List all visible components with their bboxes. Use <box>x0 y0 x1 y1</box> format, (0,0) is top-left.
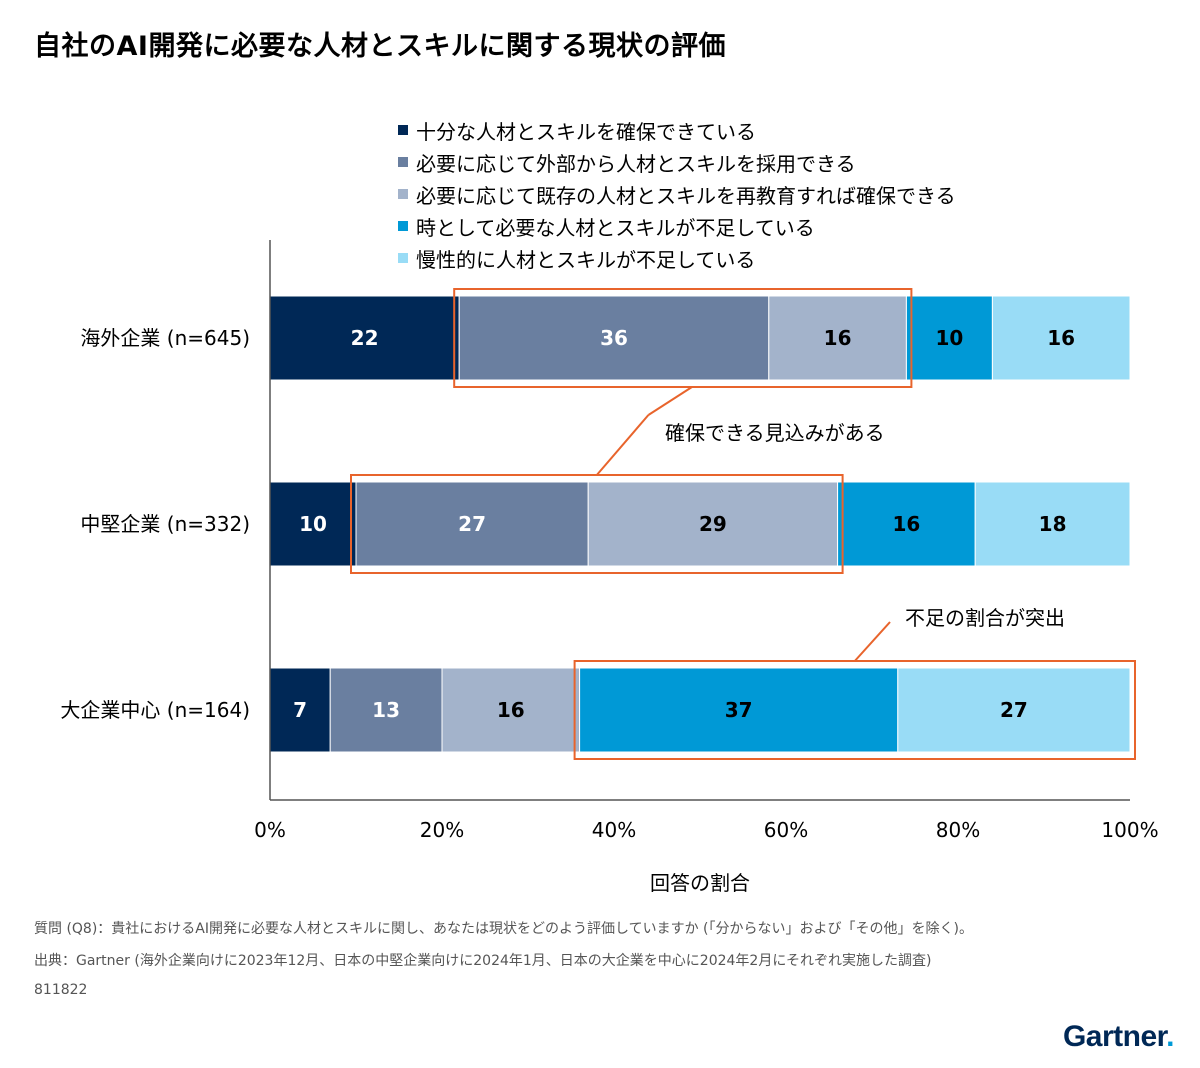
gartner-logo: Gartner. <box>1062 1020 1175 1054</box>
source-note: 出典：Gartner (海外企業向けに2023年12月、日本の中堅企業向けに20… <box>34 953 932 969</box>
legend-label: 必要に応じて既存の人材とスキルを再教育すれば確保できる <box>416 183 956 208</box>
survey-question-note: 質問 (Q8)：貴社におけるAI開発に必要な人材とスキルに関し、あなたは現状をど… <box>34 921 973 937</box>
chart-title: 自社のAI開発に必要な人材とスキルに関する現状の評価 <box>34 31 726 62</box>
data-label: 16 <box>892 512 920 536</box>
legend-swatch <box>398 221 408 231</box>
data-label: 13 <box>372 698 400 722</box>
data-label: 16 <box>497 698 525 722</box>
legend-label: 必要に応じて外部から人材とスキルを採用できる <box>416 151 856 176</box>
legend-swatch <box>398 189 408 199</box>
data-label: 37 <box>725 698 753 722</box>
bar-segment <box>579 667 899 753</box>
x-tick-label: 80% <box>936 818 980 842</box>
x-tick-label: 60% <box>764 818 808 842</box>
bar-segment <box>441 667 581 753</box>
legend-swatch <box>398 253 408 263</box>
legend-item: 必要に応じて外部から人材とスキルを採用できる <box>398 146 956 178</box>
x-tick-label: 40% <box>592 818 636 842</box>
x-tick-label: 20% <box>420 818 464 842</box>
bar-segment <box>905 295 993 381</box>
x-tick-label: 0% <box>254 818 286 842</box>
data-label: 22 <box>351 326 379 350</box>
annotation-leader-line <box>596 414 650 476</box>
legend-item: 必要に応じて既存の人材とスキルを再教育すれば確保できる <box>398 178 956 210</box>
x-axis-label: 回答の割合 <box>650 871 750 895</box>
bar-segment <box>355 481 589 567</box>
bar-segment <box>897 667 1131 753</box>
legend-swatch <box>398 157 408 167</box>
legend-item: 慢性的に人材とスキルが不足している <box>398 242 956 274</box>
data-label: 36 <box>600 326 628 350</box>
bar-segment <box>458 295 770 381</box>
data-label: 10 <box>935 326 963 350</box>
document-id: 811822 <box>34 982 88 998</box>
stacked-bar-chart: 22 36 16 10 16 海外企業 (n=645) 10 27 29 16 18 中堅企業 (n=… <box>60 240 1159 895</box>
bar-segment <box>768 295 907 381</box>
x-tick-label: 100% <box>1101 818 1158 842</box>
annotation-leader-line <box>854 621 891 662</box>
logo-dot: . <box>1166 1020 1174 1053</box>
annotation-text: 不足の割合が突出 <box>905 606 1065 630</box>
data-label: 18 <box>1039 512 1067 536</box>
bar-segment <box>329 667 443 753</box>
logo-text: Gartner <box>1062 1020 1167 1053</box>
category-label: 海外企業 (n=645) <box>80 326 250 350</box>
legend-swatch <box>398 125 408 135</box>
legend: 十分な人材とスキルを確保できている 必要に応じて外部から人材とスキルを採用できる… <box>398 114 956 274</box>
bar-segment <box>587 481 839 567</box>
bar-segment <box>974 481 1131 567</box>
data-label: 10 <box>299 512 327 536</box>
bar-segment <box>269 667 331 753</box>
legend-label: 慢性的に人材とスキルが不足している <box>416 247 756 272</box>
category-label: 中堅企業 (n=332) <box>80 512 250 536</box>
data-label: 27 <box>458 512 486 536</box>
legend-label: 時として必要な人材とスキルが不足している <box>416 215 815 240</box>
legend-label: 十分な人材とスキルを確保できている <box>416 119 756 144</box>
annotation-text: 確保できる見込みがある <box>665 421 885 445</box>
data-label: 27 <box>1000 698 1028 722</box>
data-label: 16 <box>1047 326 1075 350</box>
data-label: 29 <box>699 512 727 536</box>
data-label: 16 <box>824 326 852 350</box>
highlight-box <box>453 288 913 388</box>
annotation-leader-line <box>647 386 693 416</box>
legend-item: 十分な人材とスキルを確保できている <box>398 114 956 146</box>
legend-item: 時として必要な人材とスキルが不足している <box>398 210 956 242</box>
bar-segment <box>991 295 1131 381</box>
category-label: 大企業中心 (n=164) <box>60 698 250 722</box>
bar-segment <box>837 481 976 567</box>
data-label: 7 <box>293 698 307 722</box>
